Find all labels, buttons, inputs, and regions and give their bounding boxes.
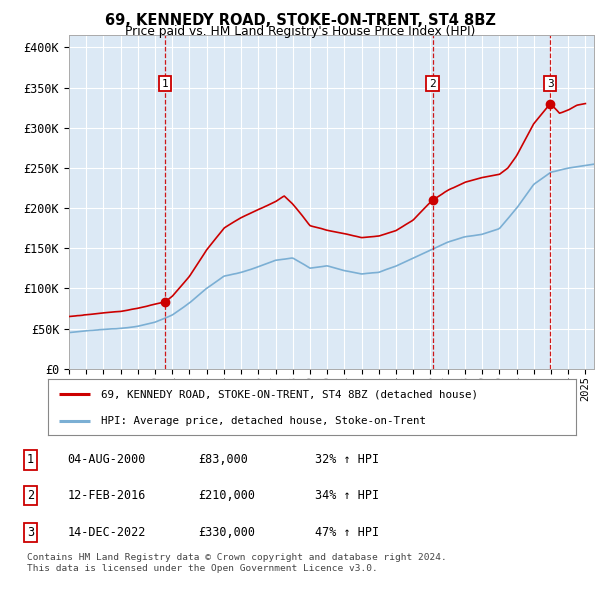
Text: 69, KENNEDY ROAD, STOKE-ON-TRENT, ST4 8BZ: 69, KENNEDY ROAD, STOKE-ON-TRENT, ST4 8B…	[104, 13, 496, 28]
Text: 3: 3	[27, 526, 34, 539]
Text: 2: 2	[429, 78, 436, 88]
Text: 3: 3	[547, 78, 554, 88]
Text: 12-FEB-2016: 12-FEB-2016	[67, 489, 146, 502]
Text: 1: 1	[162, 78, 169, 88]
Text: 04-AUG-2000: 04-AUG-2000	[67, 453, 146, 466]
Text: £330,000: £330,000	[198, 526, 255, 539]
Text: 14-DEC-2022: 14-DEC-2022	[67, 526, 146, 539]
Text: 69, KENNEDY ROAD, STOKE-ON-TRENT, ST4 8BZ (detached house): 69, KENNEDY ROAD, STOKE-ON-TRENT, ST4 8B…	[101, 389, 478, 399]
Text: HPI: Average price, detached house, Stoke-on-Trent: HPI: Average price, detached house, Stok…	[101, 416, 426, 426]
Text: 47% ↑ HPI: 47% ↑ HPI	[314, 526, 379, 539]
Text: Price paid vs. HM Land Registry's House Price Index (HPI): Price paid vs. HM Land Registry's House …	[125, 25, 475, 38]
Text: 32% ↑ HPI: 32% ↑ HPI	[314, 453, 379, 466]
Text: Contains HM Land Registry data © Crown copyright and database right 2024.
This d: Contains HM Land Registry data © Crown c…	[27, 553, 447, 573]
Text: 34% ↑ HPI: 34% ↑ HPI	[314, 489, 379, 502]
Text: £210,000: £210,000	[198, 489, 255, 502]
Text: 2: 2	[27, 489, 34, 502]
Text: 1: 1	[27, 453, 34, 466]
Text: £83,000: £83,000	[198, 453, 248, 466]
